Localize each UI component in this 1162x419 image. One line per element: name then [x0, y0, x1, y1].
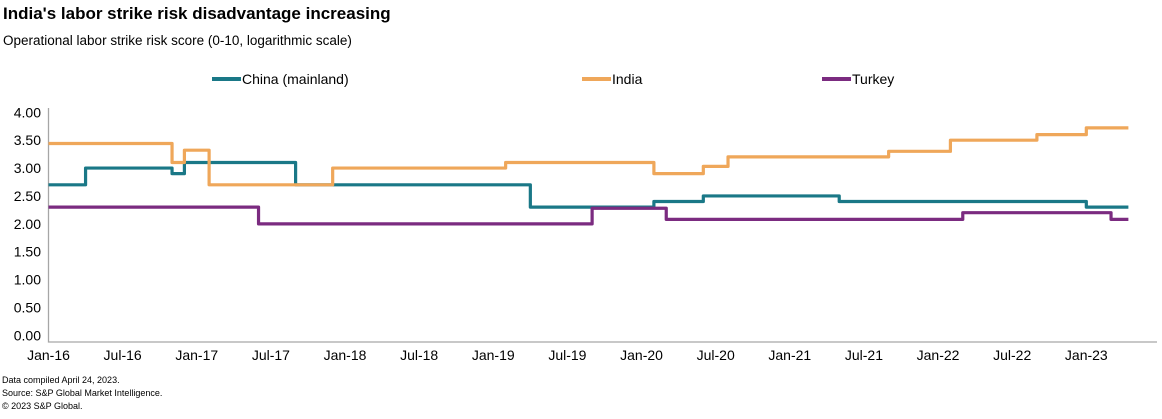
y-axis-tick-label: 3.50 [14, 132, 41, 148]
y-axis-tick-label: 2.00 [14, 216, 41, 232]
legend-item-india: India [582, 71, 642, 87]
y-axis-tick-label: 1.50 [14, 244, 41, 260]
x-axis-tick-label: Jan-21 [768, 347, 811, 363]
legend-item-china: China (mainland) [212, 71, 349, 87]
x-axis-tick-label: Jan-22 [917, 347, 960, 363]
x-axis-tick-label: Jul-21 [845, 347, 883, 363]
y-axis-tick-label: 0.50 [14, 300, 41, 316]
series-line-china-mainland [48, 160, 1129, 209]
india-line-swatch [582, 77, 611, 81]
y-axis-tick-label: 2.50 [14, 188, 41, 204]
x-axis-tick-label: Jul-16 [104, 347, 142, 363]
chart-footer: Data compiled April 24, 2023. Source: S&… [2, 374, 162, 413]
y-axis-tick-label: 4.00 [14, 104, 41, 120]
legend-label-turkey: Turkey [852, 71, 895, 87]
footer-source: Source: S&P Global Market Intelligence. [2, 388, 163, 398]
axis-lines [47, 108, 1157, 343]
x-axis-tick-label: Jul-22 [993, 347, 1031, 363]
x-axis-tick-label: Jan-18 [324, 347, 367, 363]
y-axis-tick-label: 3.00 [14, 160, 41, 176]
turkey-line-swatch [822, 77, 851, 81]
footer-copyright: © 2023 S&P Global. [2, 401, 83, 411]
x-axis-tick-label: Jan-16 [27, 347, 70, 363]
x-axis-tick-label: Jan-23 [1065, 347, 1108, 363]
chart-subtitle: Operational labor strike risk score (0-1… [3, 33, 352, 48]
x-axis-tick-label: Jul-19 [548, 347, 586, 363]
legend-label-china: China (mainland) [242, 71, 349, 87]
footer-data-compiled: Data compiled April 24, 2023. [2, 375, 120, 385]
series-line-turkey [48, 205, 1129, 226]
x-axis-tick-label: Jan-19 [472, 347, 515, 363]
x-axis-tick-label: Jul-17 [252, 347, 290, 363]
china-line-swatch [212, 77, 241, 81]
legend-label-india: India [612, 71, 643, 87]
chart-title: India's labor strike risk disadvantage i… [3, 4, 391, 23]
x-axis-tick-label: Jan-20 [620, 347, 663, 363]
legend-item-turkey: Turkey [822, 71, 894, 87]
series-line-india [48, 126, 1129, 187]
y-axis-tick-label: 1.00 [14, 272, 41, 288]
x-axis-tick-label: Jul-20 [697, 347, 735, 363]
x-axis-tick-label: Jan-17 [175, 347, 218, 363]
x-axis-tick-label: Jul-18 [400, 347, 438, 363]
y-axis-tick-label: 0.00 [14, 327, 41, 343]
